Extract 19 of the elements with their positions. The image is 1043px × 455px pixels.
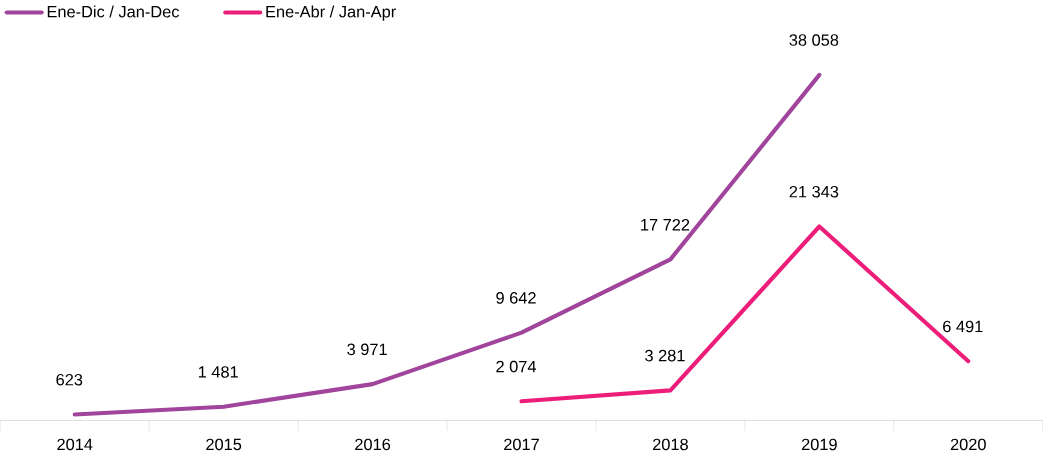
data-label: 2 074 (496, 360, 537, 373)
x-tick-label: 2015 (206, 438, 242, 451)
legend-label: Ene-Dic / Jan-Dec (47, 5, 180, 18)
data-label: 1 481 (198, 366, 238, 378)
data-label: 3 281 (645, 349, 685, 362)
data-label: 3 971 (347, 343, 387, 356)
data-label: 38 058 (789, 34, 839, 46)
x-tick-label: 2018 (653, 438, 688, 451)
legend-label: Ene-Abr / Jan-Apr (266, 5, 396, 21)
x-tick-label: 2017 (504, 438, 539, 451)
data-label: 17 722 (641, 219, 690, 231)
x-tick-label: 2016 (355, 438, 391, 451)
x-tick-label: 2020 (950, 438, 986, 451)
data-label: 623 (56, 374, 83, 386)
data-label: 9 642 (496, 292, 536, 304)
data-label: 21 343 (789, 186, 839, 198)
x-tick-label: 2014 (57, 438, 93, 451)
data-label: 6 491 (943, 320, 983, 333)
x-tick-label: 2019 (801, 438, 837, 451)
